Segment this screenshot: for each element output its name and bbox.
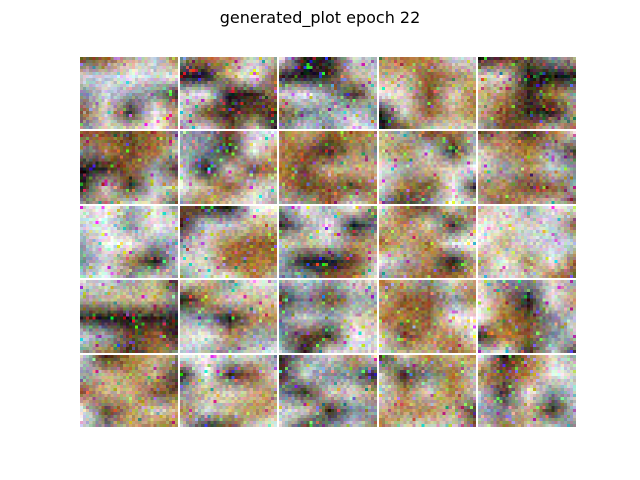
generated-sample-image (378, 205, 477, 279)
generated-sample-image (478, 354, 576, 427)
generated-sample-r3c4 (378, 205, 477, 279)
generated-sample-r3c5 (478, 205, 576, 279)
generated-sample-r3c1 (80, 205, 178, 279)
generated-sample-r3c3 (279, 205, 377, 279)
generated-sample-r1c1 (80, 57, 178, 130)
generated-sample-image (279, 280, 377, 353)
generated-sample-image (80, 280, 178, 353)
generated-sample-image (179, 205, 278, 279)
generated-sample-r2c5 (478, 131, 576, 204)
generated-sample-r1c4 (378, 57, 477, 130)
generated-sample-image (378, 131, 477, 204)
generated-sample-r1c2 (179, 57, 278, 130)
generated-sample-r3c2 (179, 205, 278, 279)
generated-sample-image (279, 205, 377, 279)
generated-sample-image (478, 205, 576, 279)
generated-sample-r2c3 (279, 131, 377, 204)
generated-sample-image (80, 354, 178, 427)
generated-sample-r2c2 (179, 131, 278, 204)
generated-sample-r5c1 (80, 354, 178, 427)
generated-sample-r4c2 (179, 280, 278, 353)
generated-sample-image (80, 131, 178, 204)
generated-sample-r5c5 (478, 354, 576, 427)
generated-sample-r5c4 (378, 354, 477, 427)
generated-sample-r2c1 (80, 131, 178, 204)
generated-sample-r4c3 (279, 280, 377, 353)
generated-sample-image (378, 57, 477, 130)
generated-sample-image (80, 205, 178, 279)
generated-sample-image (179, 57, 278, 130)
figure-title: generated_plot epoch 22 (219, 8, 421, 27)
generated-sample-image (478, 280, 576, 353)
generated-sample-r2c4 (378, 131, 477, 204)
generated-sample-image (478, 57, 576, 130)
generated-sample-image (80, 57, 178, 130)
generated-sample-r5c3 (279, 354, 377, 427)
generated-image-grid (80, 57, 576, 427)
generated-sample-image (279, 354, 377, 427)
generated-sample-r4c1 (80, 280, 178, 353)
generated-sample-r1c5 (478, 57, 576, 130)
generated-sample-image (179, 280, 278, 353)
generated-sample-image (378, 354, 477, 427)
generated-sample-image (179, 131, 278, 204)
generated-sample-r4c4 (378, 280, 477, 353)
generated-sample-image (179, 354, 278, 427)
generated-sample-image (478, 131, 576, 204)
generated-sample-image (378, 280, 477, 353)
generated-sample-image (279, 131, 377, 204)
generated-sample-r5c2 (179, 354, 278, 427)
generated-sample-image (279, 57, 377, 130)
generated-sample-r4c5 (478, 280, 576, 353)
generated-sample-r1c3 (279, 57, 377, 130)
